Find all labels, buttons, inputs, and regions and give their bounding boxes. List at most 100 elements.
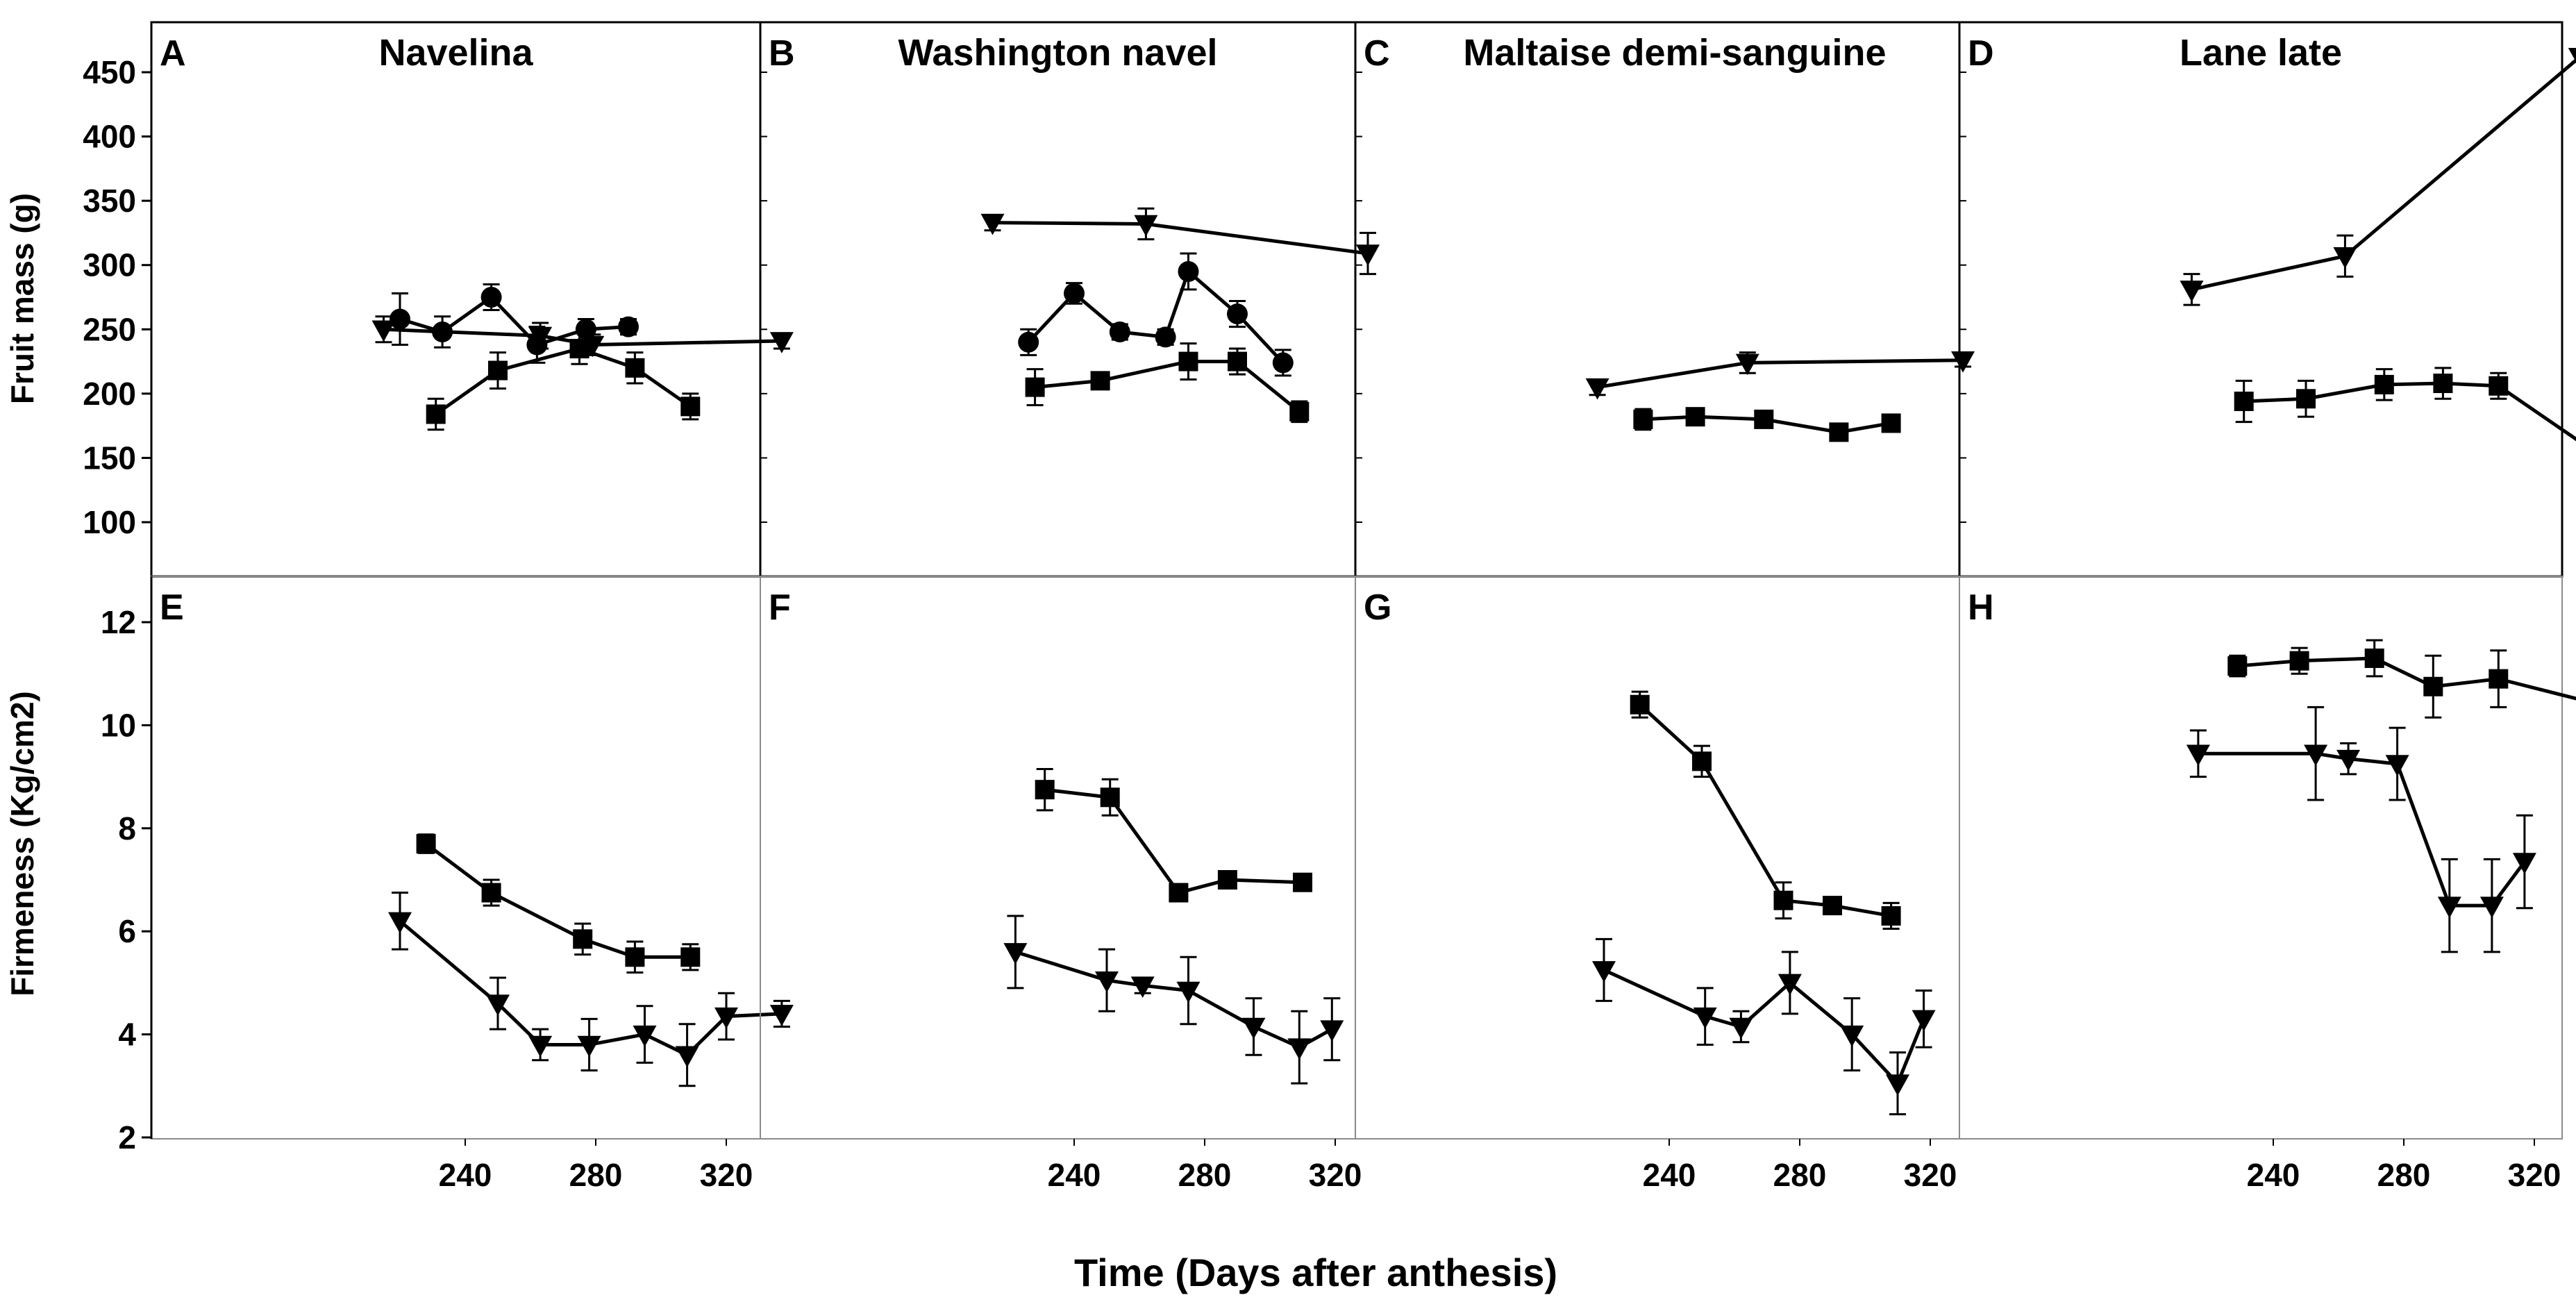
panel-title: Navelina	[378, 32, 533, 74]
data-point-square	[1289, 401, 1310, 422]
data-point-triangle	[1592, 961, 1616, 983]
y-tick-label: 100	[83, 504, 136, 540]
data-point-square	[2489, 376, 2509, 396]
series-line	[2243, 381, 2576, 442]
x-tick-label: 280	[1178, 1157, 1232, 1193]
series-square	[1630, 690, 1901, 930]
data-point-square	[2433, 374, 2453, 394]
data-point-square	[1178, 351, 1198, 372]
y-tick-label: 150	[83, 440, 136, 476]
panel-letter: C	[1364, 33, 1390, 74]
panel-a: A Navelina 100 150 200 250 300 350 400 450	[83, 21, 794, 578]
data-point-triangle	[769, 1005, 794, 1026]
data-point-square	[680, 947, 701, 967]
data-point-triangle	[1320, 1020, 1344, 1042]
data-point-triangle	[2333, 247, 2357, 269]
data-point-triangle	[1356, 244, 1380, 266]
series-square	[1035, 767, 1312, 903]
data-point-triangle	[1735, 353, 1759, 376]
data-point-square	[1228, 351, 1247, 372]
panel-letter: B	[769, 33, 795, 74]
data-point-circle	[1109, 321, 1130, 342]
x-tick-label: 240	[1643, 1157, 1696, 1193]
panel-b: B Washington navel	[759, 21, 1380, 578]
data-point-square	[2489, 669, 2509, 689]
series-square	[2234, 367, 2576, 442]
data-point-triangle	[2385, 755, 2409, 776]
data-point-triangle	[675, 1046, 699, 1068]
data-point-square	[573, 929, 593, 949]
panel-g: G 240 280 320	[1355, 576, 1960, 1193]
panel-frame	[1959, 576, 2563, 1140]
data-point-triangle	[1840, 1025, 1864, 1047]
bottom-y-axis-title: Firmeness (Kg/cm2)	[4, 691, 40, 996]
data-point-triangle	[1912, 1010, 1936, 1032]
data-point-square	[2234, 391, 2254, 411]
data-point-triangle	[1886, 1074, 1909, 1096]
panel-letter: E	[160, 587, 184, 628]
data-point-square	[1025, 377, 1045, 397]
y-tick-label: 250	[83, 311, 136, 347]
data-point-square	[1217, 870, 1237, 890]
data-point-circle	[1064, 283, 1085, 304]
series-line	[383, 327, 782, 347]
x-tick-label: 280	[569, 1157, 623, 1193]
panel-letter: D	[1968, 33, 1994, 74]
y-tick-label: 450	[83, 54, 136, 90]
y-tick-label: 4	[118, 1017, 136, 1053]
x-tick-label: 240	[439, 1157, 492, 1193]
series-square	[1025, 342, 1310, 424]
series-triangle-down	[2180, 48, 2576, 306]
data-point-square	[2227, 656, 2248, 676]
panel-c: C Maltaise demi-sanguine	[1354, 21, 1975, 578]
data-point-circle	[1155, 326, 1176, 348]
data-point-square	[1090, 371, 1110, 391]
data-point-square	[1633, 409, 1653, 429]
data-point-square	[2289, 651, 2309, 671]
y-tick-label: 6	[118, 913, 136, 949]
data-point-triangle	[2180, 281, 2204, 302]
data-point-square	[625, 947, 645, 967]
panel-e: E 2 4 6 8 10 12 240 280 320	[101, 576, 794, 1193]
y-tick-label: 12	[101, 604, 136, 640]
series-triangle-down	[1592, 937, 1936, 1116]
x-tick-label: 240	[2247, 1157, 2300, 1193]
data-point-square	[488, 360, 508, 381]
data-point-square	[426, 404, 446, 424]
series-line	[399, 919, 783, 1057]
x-tick-label: 240	[1048, 1157, 1101, 1193]
data-point-square	[1773, 890, 1793, 910]
data-point-triangle	[2437, 896, 2461, 918]
y-tick-label: 200	[83, 376, 136, 412]
panel-title: Maltaise demi-sanguine	[1463, 32, 1886, 74]
data-point-triangle	[1729, 1017, 1753, 1040]
data-point-square	[2423, 676, 2443, 696]
series-triangle-down	[388, 892, 794, 1087]
data-point-triangle	[1130, 976, 1155, 998]
series-line	[2237, 656, 2576, 701]
series-triangle-down	[1003, 915, 1344, 1085]
data-point-triangle	[580, 335, 605, 358]
data-point-triangle	[714, 1007, 738, 1029]
data-point-triangle	[1778, 974, 1802, 996]
data-point-square	[625, 358, 645, 378]
y-tick-label: 300	[83, 247, 136, 283]
y-tick-label: 400	[83, 119, 136, 155]
data-point-square	[1881, 905, 1901, 926]
data-point-triangle	[2186, 744, 2210, 767]
data-point-square	[1685, 407, 1705, 427]
y-tick-label: 10	[101, 707, 136, 743]
data-point-triangle	[1134, 215, 1158, 237]
data-point-square	[680, 397, 701, 417]
series-square	[2227, 639, 2576, 719]
data-point-triangle	[1287, 1038, 1312, 1060]
panel-h: H 240 280 320	[1959, 576, 2576, 1193]
data-point-triangle	[1951, 351, 1975, 373]
series-triangle-down	[2186, 706, 2536, 953]
data-point-triangle	[2479, 896, 2504, 918]
x-tick-label: 280	[1773, 1157, 1827, 1193]
data-point-square	[1169, 883, 1189, 903]
y-tick-label: 2	[118, 1119, 136, 1155]
series-triangle-down	[371, 315, 794, 358]
